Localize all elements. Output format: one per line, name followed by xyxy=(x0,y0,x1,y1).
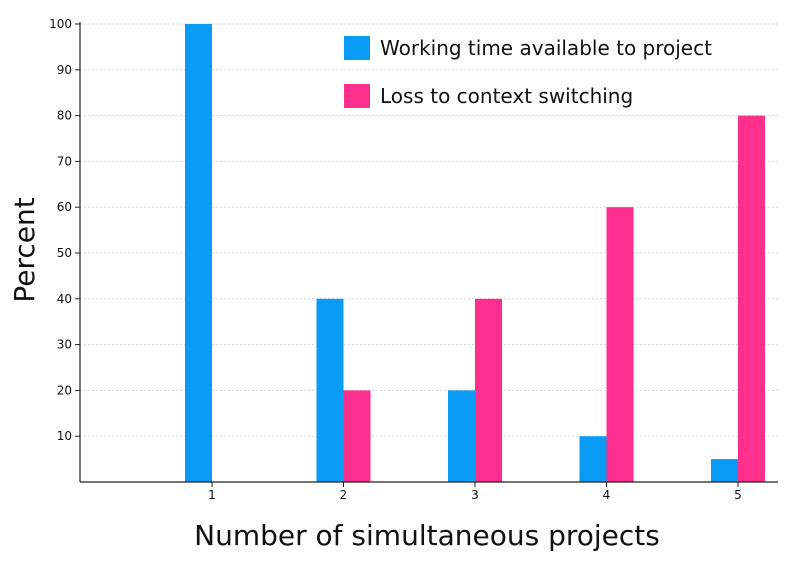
axes xyxy=(79,22,778,483)
y-tick-label: 20 xyxy=(57,383,72,397)
y-tick-label: 80 xyxy=(57,109,72,123)
y-tick-label: 60 xyxy=(57,200,72,214)
legend-label: Working time available to project xyxy=(380,36,712,60)
x-ticks: 1 2 3 4 5 xyxy=(208,482,742,502)
y-tick-label: 10 xyxy=(57,429,72,443)
y-tick-label: 40 xyxy=(57,292,72,306)
legend-swatch xyxy=(344,36,370,60)
y-tick-label: 50 xyxy=(57,246,72,260)
bar-context-loss-2 xyxy=(343,390,371,482)
bar-working-time-5 xyxy=(711,459,738,482)
y-tick-label: 100 xyxy=(49,17,72,31)
bar-working-time-2 xyxy=(316,298,344,482)
y-ticks: 10 20 30 40 50 60 70 80 90 100 xyxy=(49,17,80,443)
bars xyxy=(185,24,765,482)
legend-label: Loss to context switching xyxy=(380,84,633,108)
bar-working-time-1 xyxy=(185,24,212,482)
x-tick-label: 3 xyxy=(471,488,479,502)
bar-context-loss-5 xyxy=(738,115,765,482)
y-tick-label: 70 xyxy=(57,154,72,168)
y-tick-label: 30 xyxy=(57,338,72,352)
bar-context-loss-3 xyxy=(475,298,502,482)
bar-working-time-3 xyxy=(448,390,475,482)
y-axis-title: Percent xyxy=(8,197,41,302)
legend-swatch xyxy=(344,84,370,108)
y-tick-label: 90 xyxy=(57,63,72,77)
bar-working-time-4 xyxy=(579,436,607,482)
x-tick-label: 5 xyxy=(734,488,742,502)
x-tick-label: 1 xyxy=(208,488,216,502)
legend: Working time available to project Loss to… xyxy=(344,36,712,108)
x-tick-label: 4 xyxy=(603,488,611,502)
x-tick-label: 2 xyxy=(340,488,348,502)
x-axis-title: Number of simultaneous projects xyxy=(194,519,660,552)
bar-context-loss-4 xyxy=(606,207,634,482)
